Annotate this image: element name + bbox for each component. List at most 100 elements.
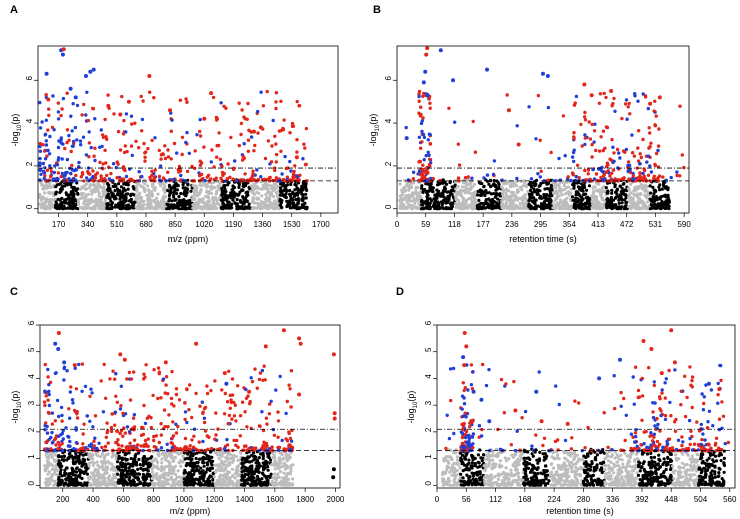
panel-c-point <box>57 455 61 459</box>
panel-a-significant-point <box>65 178 69 183</box>
panel-a-significant-point <box>273 168 277 173</box>
panel-b-point <box>554 196 558 200</box>
panel-a-point <box>143 187 147 191</box>
panel-a-significant-point <box>172 177 176 182</box>
panel-b-significant-point <box>611 145 615 149</box>
panel-c-point <box>150 467 154 471</box>
panel-b-point <box>533 198 537 203</box>
panel-a-point <box>86 206 90 210</box>
panel-c-point <box>135 483 139 487</box>
panel-c-point <box>204 470 208 474</box>
panel-a-point <box>289 182 293 187</box>
panel-a-significant-point <box>243 172 247 176</box>
panel-b-point <box>550 185 554 189</box>
panel-a-point <box>288 188 292 193</box>
panel-b-significant-point <box>561 114 566 118</box>
panel-a-point <box>84 182 88 186</box>
panel-a-point <box>160 181 165 185</box>
panel-a-significant-point <box>219 101 223 105</box>
panel-a-significant-point <box>172 141 177 146</box>
panel-b-point <box>409 199 413 203</box>
panel-c-point <box>74 460 78 464</box>
panel-a-point <box>71 201 76 205</box>
panel-b-point <box>643 189 647 193</box>
panel-a-point <box>113 189 117 193</box>
panel-a-point <box>119 204 123 208</box>
panel-a-point <box>134 205 138 209</box>
panel-a-point <box>295 206 299 211</box>
panel-a-significant-point <box>290 124 295 129</box>
panel-a-top-hit-point <box>44 71 49 76</box>
panel-a-point <box>181 206 186 210</box>
panel-a-point <box>238 206 242 210</box>
panel-a-significant-point <box>295 99 299 104</box>
panel-c-point <box>154 482 158 486</box>
panel-a-significant-point <box>185 100 189 104</box>
panel-b-significant-point <box>427 96 431 101</box>
panel-c-label: C <box>10 286 18 298</box>
panel-b-significant-point <box>515 124 519 128</box>
panel-a-point <box>183 190 187 194</box>
panel-b-point <box>667 199 671 203</box>
panel-b-point <box>624 200 629 204</box>
panel-c-point <box>142 482 146 486</box>
panel-a-significant-point <box>67 133 71 138</box>
panel-b-significant-point <box>553 179 557 183</box>
panel-a-significant-point <box>65 91 69 95</box>
panel-b-point <box>533 183 537 187</box>
panel-b-significant-point <box>628 112 632 116</box>
panel-a-significant-point <box>198 117 202 122</box>
panel-c-point <box>201 461 205 465</box>
panel-a-significant-point <box>157 148 161 153</box>
panel-b-point <box>663 203 668 207</box>
panel-a-significant-point <box>153 136 157 140</box>
panel-a-point <box>273 206 277 210</box>
panel-c-point <box>88 461 92 465</box>
panel-b-top-hit-point <box>657 95 662 100</box>
panel-a-point <box>79 192 83 197</box>
panel-a-significant-point <box>38 144 42 149</box>
panel-a-significant-point <box>105 137 109 141</box>
panel-c-point <box>179 464 183 468</box>
panel-b-significant-point <box>602 91 606 96</box>
panel-a-significant-point <box>48 164 52 168</box>
panel-a-significant-point <box>95 171 100 175</box>
panel-a-point <box>240 188 244 192</box>
panel-a-point <box>230 188 234 192</box>
panel-a-point <box>245 199 249 203</box>
panel-b-significant-point <box>654 114 658 118</box>
panel-b-point <box>627 188 631 192</box>
panel-b-top-hit-point <box>541 71 545 76</box>
panel-c-point <box>164 464 168 468</box>
panel-a-point <box>238 190 242 194</box>
panel-c-point <box>151 481 155 485</box>
panel-b-significant-point <box>648 145 652 149</box>
panel-a-point <box>161 187 165 191</box>
panel-c-point <box>182 471 186 475</box>
panel-a-significant-point <box>304 162 308 166</box>
panel-a-point <box>300 197 304 201</box>
panel-a-point <box>205 189 209 193</box>
panel-b-significant-point <box>654 151 659 156</box>
panel-a-point <box>110 193 114 197</box>
panel-a-point <box>253 187 257 191</box>
panel-b-point <box>541 205 545 209</box>
panel-c-point <box>95 471 100 475</box>
panel-b-point <box>597 182 601 186</box>
panel-a-significant-point <box>112 112 116 116</box>
panel-a-point <box>179 200 183 204</box>
panel-b-point <box>623 204 627 208</box>
panel-a-point <box>50 202 54 206</box>
panel-a-point <box>97 206 102 210</box>
panel-a-significant-point <box>38 141 42 146</box>
panel-b-point <box>512 193 516 197</box>
panel-a-significant-point <box>40 120 44 124</box>
panel-b-point <box>652 188 656 192</box>
panel-b-significant-point <box>624 147 629 152</box>
panel-b-significant-point <box>582 115 587 119</box>
panel-b-point <box>620 186 624 190</box>
panel-b-point <box>542 200 547 204</box>
panel-a-point <box>181 183 185 187</box>
panel-a-significant-point <box>38 126 43 130</box>
panel-b-point <box>403 205 407 210</box>
